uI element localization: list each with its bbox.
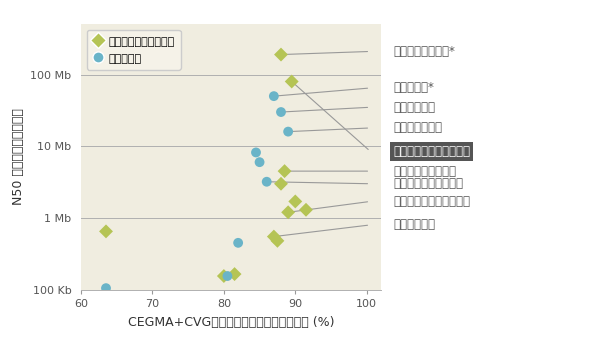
Text: ヨウスコウワニ: ヨウスコウワニ xyxy=(393,121,442,134)
Text: ミヤビアシナシトカゲ: ミヤビアシナシトカゲ xyxy=(393,177,463,190)
Point xyxy=(272,238,282,244)
Text: グリーンアノール*: グリーンアノール* xyxy=(393,45,455,58)
Text: タイワンハブ: タイワンハブ xyxy=(393,218,435,231)
Point xyxy=(255,159,265,165)
Point xyxy=(223,273,232,279)
Point xyxy=(301,207,311,213)
X-axis label: CEGMA+CVGに基づく遺伝子の完全網羅度 (%): CEGMA+CVGに基づく遺伝子の完全網羅度 (%) xyxy=(128,315,334,329)
Text: ヒョウモントカゲモドキ: ヒョウモントカゲモドキ xyxy=(393,195,470,208)
Point xyxy=(283,209,293,215)
Point xyxy=(283,129,293,134)
Point xyxy=(233,240,243,246)
Text: ニシキガメ*: ニシキガメ* xyxy=(393,81,434,95)
Point xyxy=(251,150,261,155)
Point xyxy=(262,179,272,185)
Legend: ヤモリ・トカゲ・ヘビ, ワニ・カメ: ヤモリ・トカゲ・ヘビ, ワニ・カメ xyxy=(86,30,181,69)
Point xyxy=(269,234,278,239)
Text: ソメワケササクレヤモリ: ソメワケササクレヤモリ xyxy=(393,145,470,158)
Point xyxy=(276,52,286,57)
Point xyxy=(280,168,289,174)
Point xyxy=(287,79,296,84)
Point xyxy=(276,181,286,187)
Text: フトアゴヒゲトカゲ: フトアゴヒゲトカゲ xyxy=(393,165,456,178)
Text: アオウミガメ: アオウミガメ xyxy=(393,101,435,114)
Point xyxy=(269,93,278,99)
Point xyxy=(230,271,239,277)
Point xyxy=(276,109,286,115)
Y-axis label: N50 スキャフォールド長: N50 スキャフォールド長 xyxy=(11,109,25,206)
Point xyxy=(219,273,229,279)
Point xyxy=(290,199,300,204)
Point xyxy=(101,285,111,291)
Point xyxy=(101,229,111,234)
